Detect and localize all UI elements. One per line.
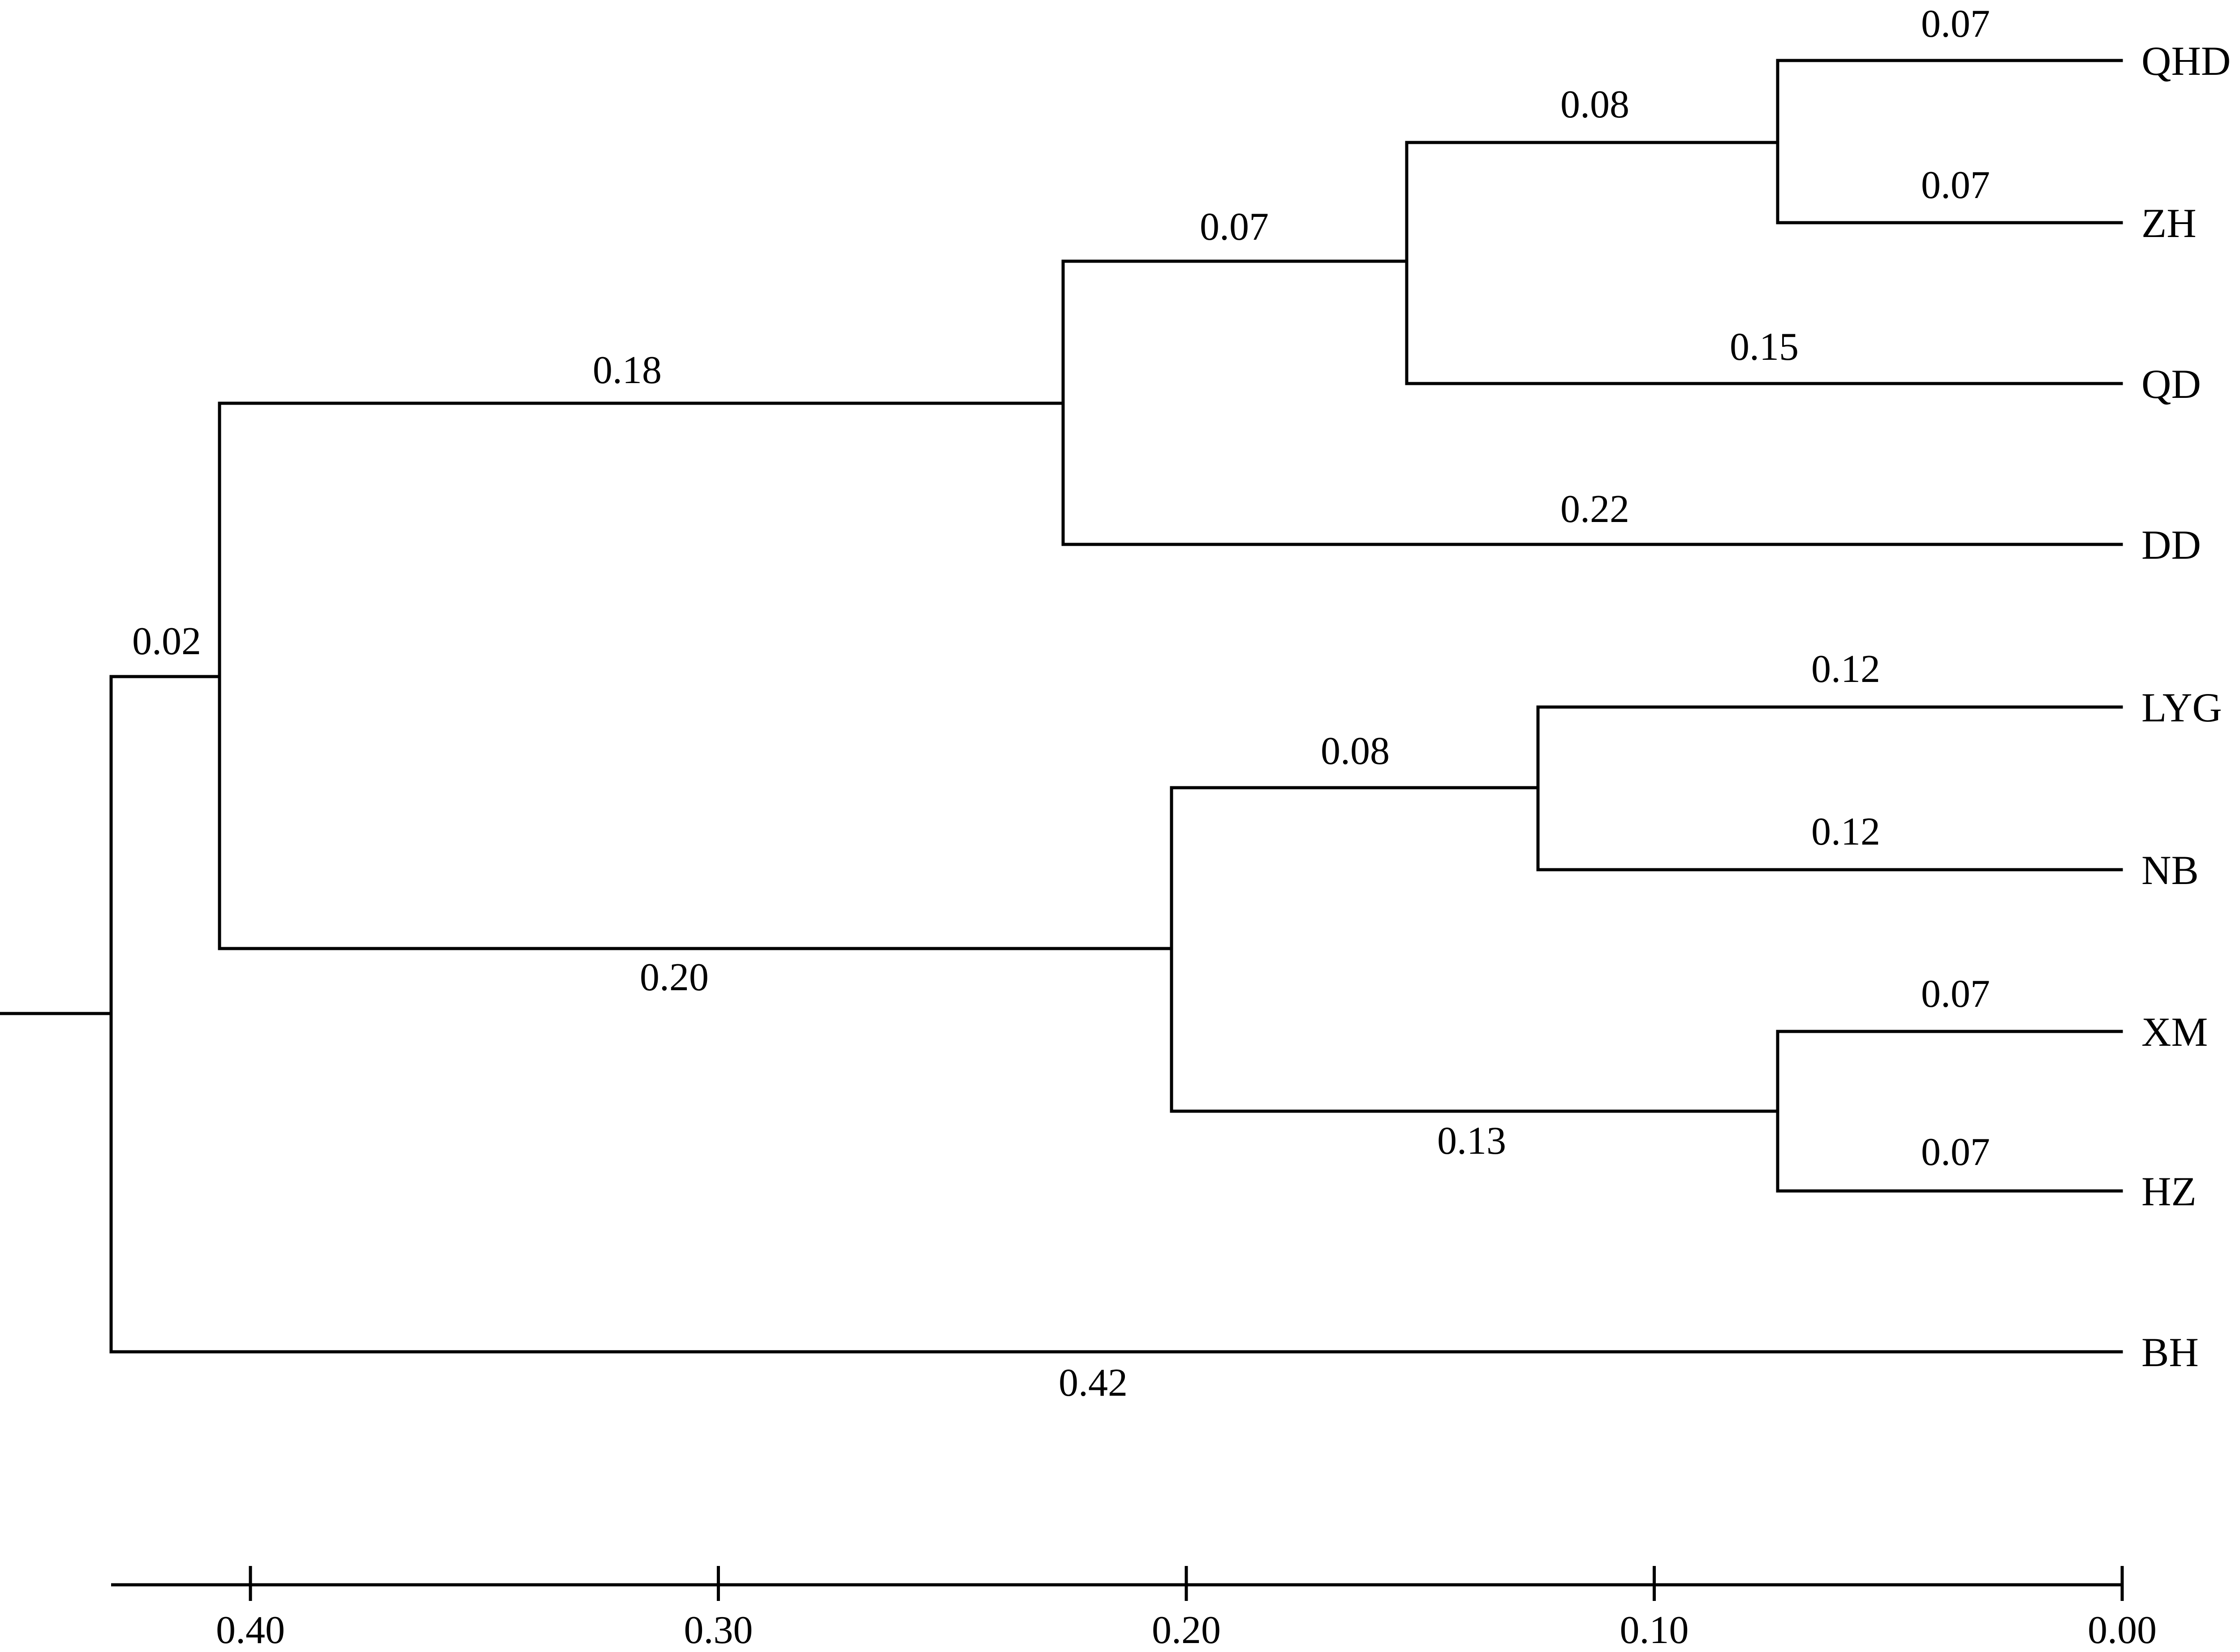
b-to-b2-branch	[1170, 947, 1779, 1113]
leaf-qd: QD	[2141, 361, 2201, 407]
a1-to-a2-branch	[1405, 141, 1779, 263]
leaf-qhd: QHD	[2141, 38, 2231, 84]
main-to-a-branch	[218, 401, 1065, 678]
main-to-b-branch	[218, 675, 1173, 950]
leaf-lyg: LYG	[2141, 685, 2222, 730]
root-to-bh-branch	[109, 1012, 2123, 1354]
b1-to-nb-branch	[1536, 786, 2123, 871]
label-b-to-b1: 0.08	[1321, 729, 1390, 773]
root-to-main-branch	[109, 675, 221, 1015]
label-b-to-b2: 0.13	[1437, 1119, 1506, 1163]
a2-to-qhd-branch	[1776, 59, 2123, 144]
label-a1-to-a2: 0.08	[1560, 83, 1629, 126]
axis-tick-label: 0.00	[2088, 1609, 2157, 1652]
b2-to-xm-branch	[1776, 1030, 2123, 1113]
b1-to-lyg-branch	[1536, 705, 2123, 789]
label-a-to-a1: 0.07	[1200, 205, 1269, 249]
b-to-b1-branch	[1170, 786, 1540, 950]
label-main-to-b: 0.20	[640, 956, 709, 999]
leaf-bh: BH	[2141, 1329, 2199, 1375]
leaf-zh: ZH	[2141, 200, 2197, 246]
label-a-to-dd: 0.22	[1560, 487, 1629, 531]
axis-tick-label: 0.40	[216, 1609, 285, 1652]
leaf-nb: NB	[2141, 847, 2199, 893]
axis-tick-label: 0.10	[1620, 1609, 1689, 1652]
a-to-a1-branch	[1061, 259, 1409, 405]
leaf-labels: QHD ZH QD DD LYG NB XM HZ BH	[2141, 38, 2231, 1375]
label-a1-to-qd: 0.15	[1730, 325, 1799, 369]
b2-to-hz-branch	[1776, 1109, 2123, 1193]
label-root-to-main: 0.02	[132, 620, 201, 663]
a2-to-zh-branch	[1776, 141, 2123, 224]
label-b1-to-lyg: 0.12	[1811, 647, 1880, 691]
label-a2-to-qhd: 0.07	[1921, 2, 1990, 46]
branches	[0, 59, 2123, 1354]
label-b2-to-hz: 0.07	[1921, 1130, 1990, 1174]
label-b2-to-xm: 0.07	[1921, 972, 1990, 1016]
leaf-hz: HZ	[2141, 1169, 2197, 1214]
label-a2-to-zh: 0.07	[1921, 164, 1990, 207]
label-root-to-bh: 0.42	[1059, 1361, 1128, 1405]
leaf-xm: XM	[2141, 1009, 2208, 1055]
a1-to-qd-branch	[1405, 259, 2123, 385]
axis-tick-label: 0.20	[1152, 1609, 1221, 1652]
label-b1-to-nb: 0.12	[1811, 810, 1880, 854]
scale-axis: 0.40 0.30 0.20 0.10 0.00	[111, 1566, 2157, 1652]
label-main-to-a: 0.18	[593, 349, 662, 392]
axis-tick-label: 0.30	[684, 1609, 753, 1652]
a-to-dd-branch	[1061, 401, 2123, 546]
branch-labels: 0.02 0.42 0.18 0.20 0.07 0.22 0.08 0.15 …	[132, 2, 1990, 1405]
leaf-dd: DD	[2141, 522, 2201, 568]
